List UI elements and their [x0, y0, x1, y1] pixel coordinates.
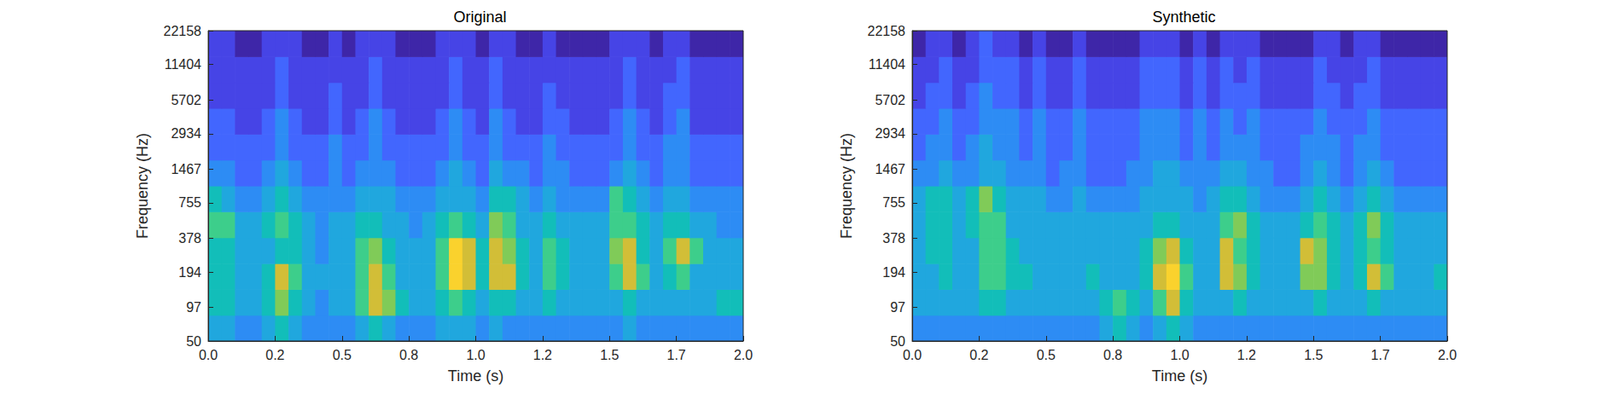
svg-text:Time (s): Time (s) — [448, 367, 504, 385]
svg-text:2.0: 2.0 — [1437, 348, 1457, 363]
svg-text:Time (s): Time (s) — [1152, 367, 1208, 385]
svg-text:0.0: 0.0 — [902, 348, 922, 363]
svg-text:0.8: 0.8 — [399, 348, 419, 363]
svg-text:50: 50 — [890, 334, 906, 350]
svg-text:50: 50 — [186, 334, 202, 350]
svg-text:194: 194 — [882, 265, 906, 280]
svg-text:22158: 22158 — [867, 23, 907, 39]
svg-text:2934: 2934 — [170, 126, 202, 141]
svg-text:1.7: 1.7 — [1371, 348, 1391, 363]
svg-text:11404: 11404 — [868, 57, 906, 72]
svg-text:Frequency (Hz): Frequency (Hz) — [837, 133, 856, 239]
svg-text:11404: 11404 — [164, 57, 202, 72]
svg-text:0.2: 0.2 — [265, 348, 285, 363]
svg-text:0.2: 0.2 — [969, 348, 989, 363]
svg-text:2.0: 2.0 — [733, 348, 753, 363]
svg-text:1.5: 1.5 — [599, 348, 619, 363]
svg-text:0.5: 0.5 — [1036, 348, 1056, 363]
svg-text:0.8: 0.8 — [1103, 348, 1123, 363]
svg-text:1.2: 1.2 — [533, 348, 553, 363]
svg-text:1467: 1467 — [170, 162, 202, 177]
svg-text:1.2: 1.2 — [1237, 348, 1257, 363]
svg-text:755: 755 — [882, 195, 906, 210]
svg-text:194: 194 — [178, 265, 202, 280]
svg-text:Synthetic: Synthetic — [1152, 8, 1216, 26]
svg-text:1.5: 1.5 — [1303, 348, 1323, 363]
svg-text:1.0: 1.0 — [1169, 348, 1189, 363]
svg-text:2934: 2934 — [874, 126, 906, 141]
svg-text:Original: Original — [453, 8, 507, 26]
svg-text:Frequency (Hz): Frequency (Hz) — [133, 133, 152, 239]
svg-text:1.7: 1.7 — [667, 348, 687, 363]
svg-text:378: 378 — [882, 231, 906, 246]
svg-text:1467: 1467 — [874, 162, 906, 177]
svg-text:0.5: 0.5 — [332, 348, 352, 363]
svg-text:97: 97 — [890, 300, 906, 315]
svg-text:378: 378 — [178, 231, 202, 246]
svg-text:755: 755 — [178, 195, 202, 210]
svg-text:1.0: 1.0 — [465, 348, 485, 363]
svg-text:22158: 22158 — [163, 23, 203, 39]
svg-text:5702: 5702 — [170, 93, 202, 108]
svg-text:0.0: 0.0 — [198, 348, 218, 363]
svg-text:97: 97 — [186, 300, 202, 315]
svg-text:5702: 5702 — [874, 93, 906, 108]
